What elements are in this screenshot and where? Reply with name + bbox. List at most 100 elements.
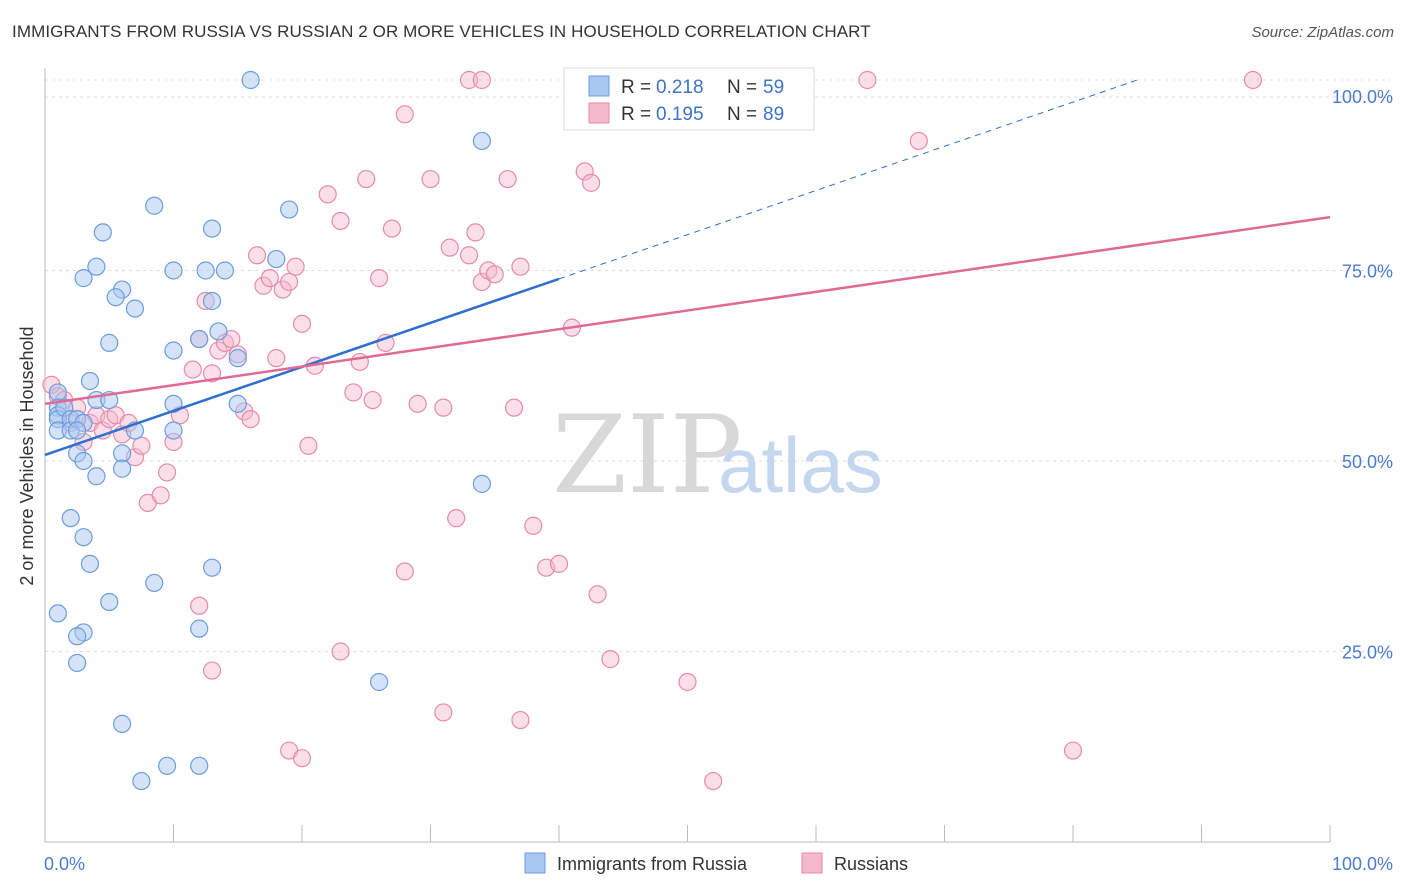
immigrants-point (472, 131, 491, 151)
immigrants-point (112, 444, 132, 463)
russians-point (678, 672, 697, 692)
russians-point (395, 562, 414, 581)
immigrants-point (100, 333, 119, 352)
russians-point (370, 269, 389, 288)
legend-r-label-1: R = (621, 77, 651, 98)
watermark-zip: ZIP (552, 393, 742, 518)
immigrants-point (370, 672, 389, 692)
russians-point (273, 280, 292, 299)
russians-point (1243, 70, 1263, 90)
legend-swatch-pink (588, 102, 610, 124)
immigrants-point (68, 653, 87, 673)
russians-point (511, 257, 530, 276)
watermark: ZIP atlas (552, 393, 883, 518)
russians-point (357, 169, 376, 189)
immigrants-point (145, 196, 164, 215)
immigrants-point (209, 322, 228, 341)
immigrants-point (228, 349, 247, 368)
russians-point (421, 169, 440, 189)
y-tick-label: 25.0% (1342, 643, 1393, 663)
russians-point (299, 436, 318, 455)
immigrants-point (228, 394, 247, 413)
immigrants-point (196, 261, 215, 280)
immigrants-point (202, 219, 222, 238)
russians-point (704, 771, 723, 791)
immigrants-point (93, 223, 112, 242)
immigrants-point (145, 573, 164, 593)
immigrants-point (74, 269, 93, 288)
russians-point (331, 211, 350, 231)
x-tick-label: 100.0% (1332, 854, 1393, 874)
legend-n-value-1: 59 (763, 77, 784, 98)
immigrants-point (157, 756, 177, 775)
immigrants-point (112, 714, 132, 733)
immigrants-point (280, 200, 299, 219)
russians-point (202, 661, 222, 680)
russians-point (588, 585, 607, 604)
russians-point (280, 272, 299, 292)
russians-point (601, 650, 620, 669)
series-legend: Immigrants from Russia Russians (524, 852, 908, 874)
immigrants-points (48, 70, 491, 791)
russians-point (504, 398, 524, 417)
russians-point (292, 749, 312, 768)
russians-point (447, 509, 466, 528)
immigrants-point (241, 70, 260, 90)
russians-trend-line (44, 215, 1331, 406)
immigrants-point (202, 558, 222, 577)
legend-n-label-2: N = (727, 104, 757, 125)
russians-point (190, 596, 209, 615)
x-tick-label: 0.0% (44, 854, 85, 874)
russians-point (575, 162, 594, 181)
immigrants-point (48, 604, 67, 623)
russians-point (408, 394, 427, 413)
y-tick-label: 75.0% (1342, 262, 1393, 282)
russians-point (202, 364, 222, 383)
chart-title: IMMIGRANTS FROM RUSSIA VS RUSSIAN 2 OR M… (12, 22, 871, 41)
immigrants-point (132, 771, 151, 791)
russians-point (331, 642, 350, 661)
bottom-legend-label-2: Russians (834, 854, 908, 874)
russians-point (382, 219, 402, 238)
immigrants-point (100, 592, 119, 612)
immigrants-point (202, 291, 222, 311)
immigrants-point (190, 756, 209, 775)
y-tick-label: 50.0% (1342, 452, 1393, 472)
immigrants-point (472, 474, 491, 493)
immigrants-point (61, 509, 80, 528)
bottom-legend-swatch-blue (524, 852, 546, 874)
y-axis-label: 2 or more Vehicles in Household (17, 326, 37, 585)
russians-point (318, 185, 337, 204)
grid-lines (45, 79, 1390, 652)
immigrants-point (74, 528, 93, 547)
y-tick-label: 100.0% (1332, 87, 1393, 107)
russians-point (157, 463, 177, 482)
immigrants-point (190, 619, 209, 638)
russians-point (132, 436, 151, 455)
russians-point (247, 246, 267, 265)
russians-point (151, 486, 170, 505)
immigrants-point (125, 299, 145, 318)
immigrants-point (164, 341, 183, 360)
immigrants-point (106, 288, 125, 307)
immigrants-point (80, 371, 100, 391)
russians-point (511, 710, 530, 730)
russians-point (286, 257, 305, 276)
immigrants-point (190, 329, 209, 349)
russians-point (498, 169, 517, 189)
immigrants-point (74, 451, 93, 471)
immigrants-point (215, 261, 234, 280)
legend-swatch-blue (588, 75, 610, 97)
russians-point (909, 131, 928, 151)
immigrants-point (68, 627, 87, 646)
immigrants-point (112, 459, 132, 478)
immigrants-point (164, 394, 183, 413)
immigrants-point (48, 383, 67, 402)
source-label: Source: ZipAtlas.com (1251, 24, 1394, 41)
russians-point (395, 105, 414, 124)
russians-point (524, 516, 543, 535)
legend-r-label-2: R = (621, 104, 651, 125)
russians-point (267, 349, 286, 368)
russians-point (485, 265, 504, 284)
